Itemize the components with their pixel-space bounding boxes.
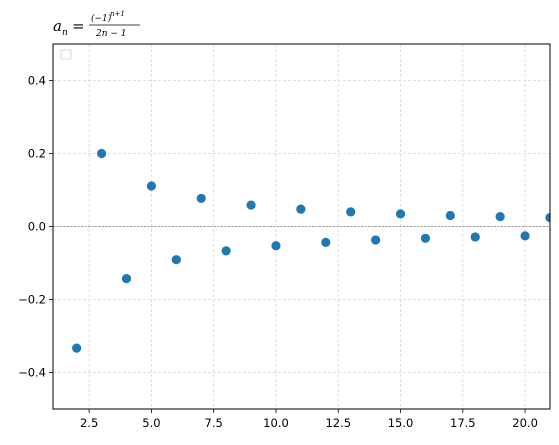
title-denominator: 2n − 1 <box>95 29 127 39</box>
x-tick-label-5: 15.0 <box>388 416 414 430</box>
data-point-15 <box>395 209 406 219</box>
y-tick-label-0: −0.4 <box>18 366 46 380</box>
title-numerator-exponent: n+1 <box>110 10 125 18</box>
x-tick-label-2: 7.5 <box>205 416 223 430</box>
data-point-4 <box>121 274 132 284</box>
title-numerator: (−1) <box>91 13 112 24</box>
y-tick-label-1: −0.2 <box>18 293 46 307</box>
data-point-5 <box>146 181 157 191</box>
data-point-19 <box>495 212 505 222</box>
data-point-18 <box>470 232 480 242</box>
data-point-9 <box>246 200 256 210</box>
x-tick-label-6: 17.5 <box>450 416 476 430</box>
x-tick-label-3: 10.0 <box>263 416 289 430</box>
data-point-3 <box>96 148 107 159</box>
data-point-12 <box>321 237 331 247</box>
data-point-16 <box>420 233 431 243</box>
title-lhs: a <box>53 17 62 35</box>
data-point-8 <box>221 246 231 256</box>
data-point-10 <box>271 241 281 251</box>
x-tick-label-0: 2.5 <box>80 416 98 430</box>
data-point-13 <box>346 207 356 217</box>
legend-box <box>60 49 72 60</box>
y-tick-label-2: 0.0 <box>28 220 46 234</box>
y-tick-label-3: 0.2 <box>28 147 46 161</box>
x-tick-label-7: 20.0 <box>512 416 538 430</box>
x-tick-label-1: 5.0 <box>142 416 160 430</box>
data-point-7 <box>196 193 206 204</box>
title-lhs-subscript: n <box>62 28 68 38</box>
title-equals: = <box>72 17 85 35</box>
chart-title: a n = (−1) n+1 2n − 1 <box>53 10 140 39</box>
data-point-6 <box>171 255 181 265</box>
axis-ticks: 2.5 5.0 7.5 10.0 12.5 15.0 17.5 20.0 −0.4 −0.2 0.0… <box>18 74 538 431</box>
data-point-2 <box>72 343 82 353</box>
y-tick-label-4: 0.4 <box>28 74 46 88</box>
data-point-11 <box>296 204 306 214</box>
data-point-20 <box>520 231 530 241</box>
data-point-14 <box>371 235 381 245</box>
x-tick-label-4: 12.5 <box>325 416 351 430</box>
data-points <box>72 148 550 353</box>
data-point-21 <box>545 212 550 223</box>
data-point-17 <box>445 210 455 221</box>
